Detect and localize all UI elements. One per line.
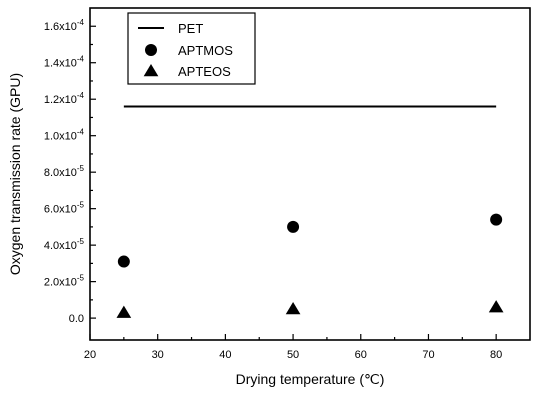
x-tick-label: 20 <box>84 349 96 361</box>
x-tick-label: 60 <box>355 349 367 361</box>
legend-swatch-aptmos <box>145 44 157 56</box>
data-point-aptmos <box>490 213 503 226</box>
x-tick-label: 70 <box>422 349 434 361</box>
data-point-aptmos <box>117 255 130 268</box>
data-point-apteos <box>488 300 504 313</box>
x-tick-label: 30 <box>152 349 164 361</box>
y-tick-label: 1.2x10-4 <box>44 91 85 106</box>
y-tick-label: 1.4x10-4 <box>44 55 85 70</box>
legend-label: APTMOS <box>178 43 233 58</box>
plot-series <box>116 105 504 318</box>
legend-label: PET <box>178 21 203 36</box>
x-tick-label: 40 <box>219 349 231 361</box>
y-tick-label: 1.0x10-4 <box>44 128 85 143</box>
y-tick-label: 8.0x10-5 <box>44 164 85 179</box>
x-tick-label: 80 <box>490 349 502 361</box>
x-axis-title: Drying temperature (℃) <box>236 371 385 387</box>
axis-ticks: 20 30 40 50 60 70 80 0.0 2.0x10-5 4.0x10-5 6.0x10-… <box>44 18 502 361</box>
y-tick-label: 6.0x10-5 <box>44 201 85 216</box>
y-axis-title: Oxygen transmission rate (GPU) <box>7 73 23 275</box>
data-point-aptmos <box>287 220 300 233</box>
y-tick-label: 4.0x10-5 <box>44 237 85 252</box>
y-tick-label: 1.6x10-4 <box>44 18 85 33</box>
x-tick-label: 50 <box>287 349 299 361</box>
data-point-apteos <box>116 305 132 318</box>
y-tick-label: 2.0x10-5 <box>44 274 85 289</box>
legend-label: APTEOS <box>178 64 231 79</box>
y-tick-label: 0.0 <box>69 313 84 325</box>
legend: PET APTMOS APTEOS <box>127 12 256 85</box>
plot-frame <box>89 7 531 341</box>
data-point-apteos <box>285 301 301 315</box>
legend-swatch-apteos <box>143 64 159 77</box>
